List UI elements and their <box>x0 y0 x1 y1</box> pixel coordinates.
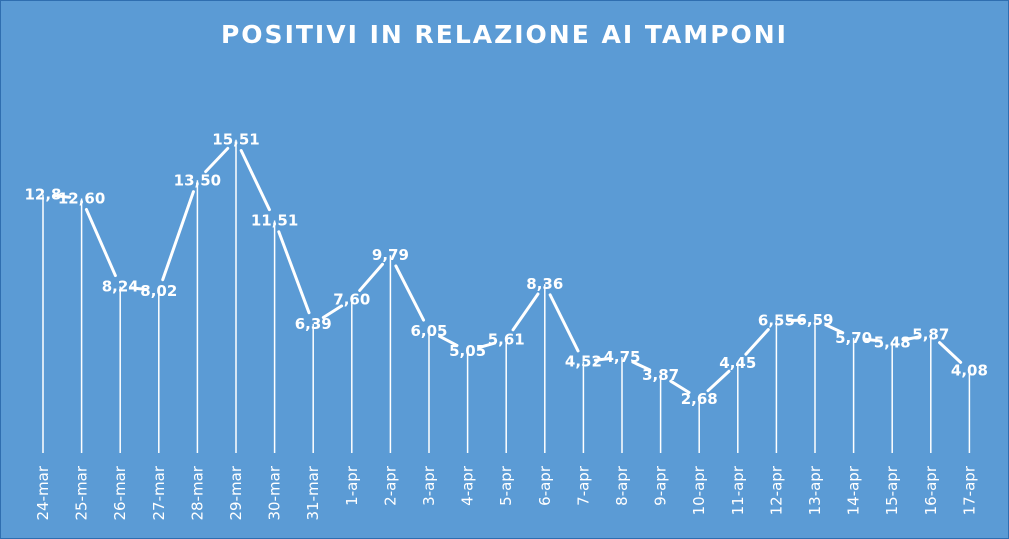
series-line-segment <box>438 334 459 347</box>
data-label: 12,8 <box>24 185 61 203</box>
data-label: 5,70 <box>835 329 872 347</box>
x-tick-label: 10-apr <box>690 465 708 515</box>
series-line-segment <box>669 379 691 395</box>
series-line-segment <box>321 304 344 320</box>
x-tick-label: 24-mar <box>34 465 52 520</box>
series-line-segment <box>744 328 770 356</box>
data-label: 6,05 <box>410 322 447 340</box>
data-label: 8,24 <box>102 278 139 296</box>
x-tick-label: 7-apr <box>574 465 592 506</box>
data-label: 6,59 <box>796 311 833 329</box>
series-line-segment <box>358 262 385 292</box>
data-label: 6,55 <box>758 312 795 330</box>
series-line-segment <box>204 146 230 174</box>
data-label: 7,60 <box>333 290 370 308</box>
x-tick-label: 6-apr <box>536 465 554 506</box>
x-tick-label: 15-apr <box>883 465 901 515</box>
chart-title: POSITIVI IN RELAZIONE AI TAMPONI <box>220 20 788 49</box>
series-line-segment <box>511 292 540 332</box>
x-tick-label: 16-apr <box>922 465 940 515</box>
data-label: 5,48 <box>874 333 911 351</box>
series-line-segment <box>239 149 271 212</box>
data-label: 3,87 <box>642 366 679 384</box>
series-line-segment <box>706 369 731 393</box>
series-line-segment <box>864 337 882 343</box>
data-label: 8,36 <box>526 275 563 293</box>
x-tick-label: 30-mar <box>266 465 284 520</box>
series-line-segment <box>394 264 426 322</box>
x-tick-label: 2-apr <box>381 465 399 506</box>
data-label: 2,68 <box>681 390 718 408</box>
x-tick-label: 9-apr <box>652 465 670 506</box>
series-line-segment <box>84 207 117 278</box>
x-tick-label: 4-apr <box>459 465 477 506</box>
data-label: 9,79 <box>372 246 409 264</box>
series-line-segment <box>824 323 845 335</box>
x-tick-label: 3-apr <box>420 465 438 506</box>
series-line-segment <box>161 190 195 282</box>
data-label: 4,52 <box>565 353 602 371</box>
x-tick-label: 8-apr <box>613 465 631 506</box>
data-label: 4,75 <box>603 348 640 366</box>
x-tick-label: 31-mar <box>304 465 322 520</box>
data-label: 8,02 <box>140 282 177 300</box>
series-line-segment <box>631 360 652 372</box>
series-line-segment <box>593 356 612 362</box>
series-line-segment <box>130 286 149 292</box>
data-label: 5,87 <box>912 325 949 343</box>
x-tick-label: 5-apr <box>497 465 515 506</box>
x-tick-label: 13-apr <box>806 465 824 515</box>
series-line-segment <box>548 293 580 353</box>
x-tick-label: 14-apr <box>845 465 863 515</box>
series-line-segment <box>53 194 72 199</box>
series-line-segment <box>477 341 497 350</box>
x-tick-label: 17-apr <box>960 465 978 515</box>
x-tick-label: 11-apr <box>729 465 747 515</box>
data-label: 12,60 <box>58 189 105 207</box>
x-tick-label: 27-mar <box>150 465 168 520</box>
x-tick-label: 1-apr <box>343 465 361 506</box>
data-label: 4,45 <box>719 354 756 372</box>
x-tick-label: 28-mar <box>188 465 206 520</box>
data-label: 4,08 <box>951 362 988 380</box>
data-label: 6,39 <box>295 315 332 333</box>
data-label: 15,51 <box>212 131 259 149</box>
x-tick-label: 25-mar <box>73 465 91 520</box>
data-label: 13,50 <box>174 171 221 189</box>
data-label: 5,05 <box>449 342 486 360</box>
x-tick-label: 29-mar <box>227 465 245 520</box>
x-tick-label: 26-mar <box>111 465 129 520</box>
x-tick-label: 12-apr <box>767 465 785 515</box>
series-line-segment <box>902 335 921 342</box>
data-label: 5,61 <box>488 331 525 349</box>
data-label: 11,51 <box>251 211 298 229</box>
series-line-segment <box>277 230 311 315</box>
series-line-segment <box>938 341 963 364</box>
